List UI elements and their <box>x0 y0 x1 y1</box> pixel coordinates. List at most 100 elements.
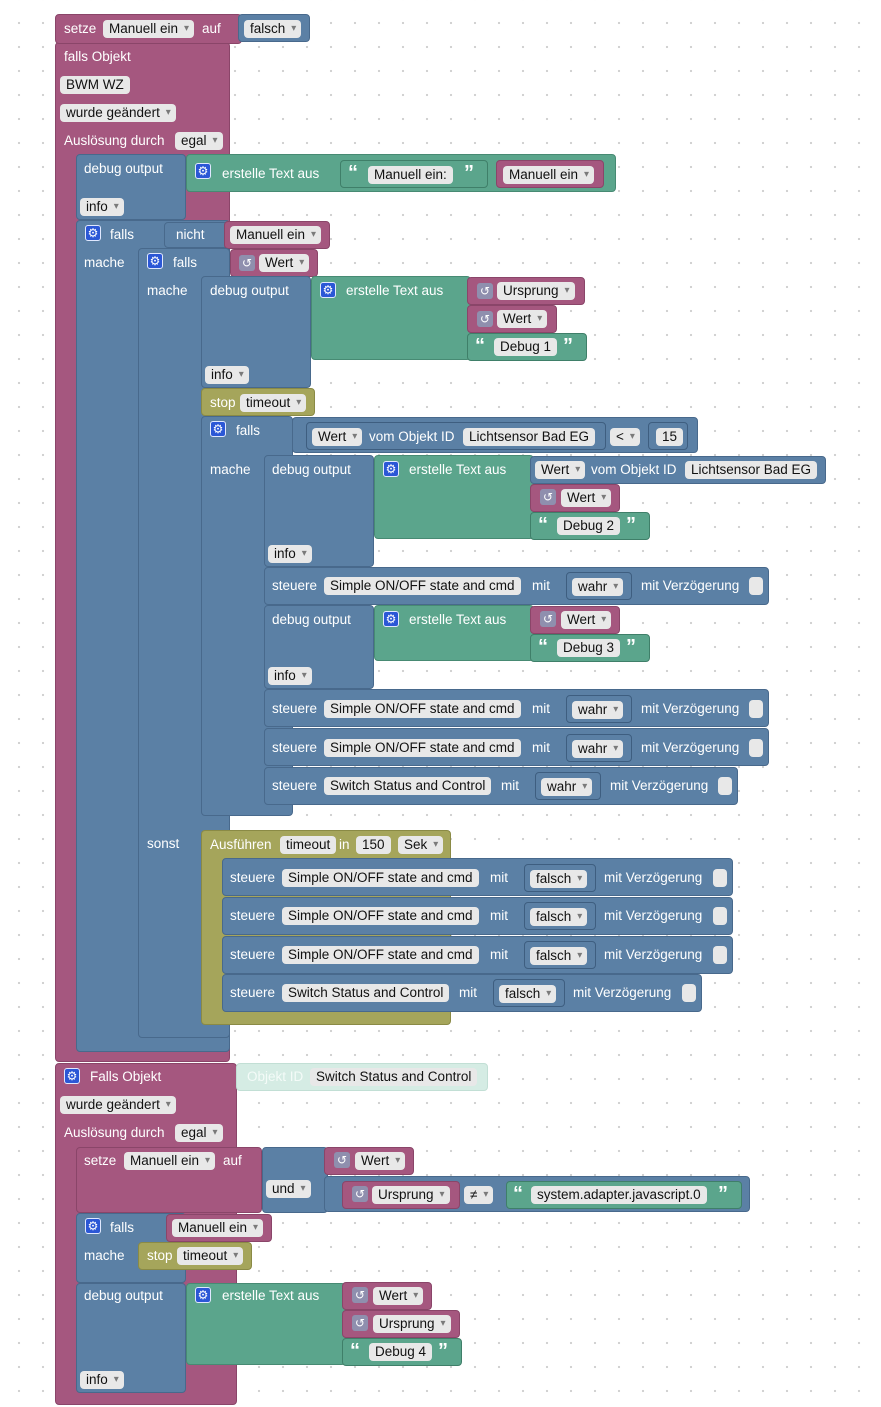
object-id-field[interactable]: Simple ON/OFF state and cmd <box>282 946 479 964</box>
operator-dropdown[interactable]: < <box>610 428 640 446</box>
object-id-field[interactable]: Switch Status and Control <box>324 777 492 795</box>
wert-dropdown[interactable]: Wert <box>355 1152 406 1170</box>
egal-dropdown[interactable]: egal <box>175 132 223 150</box>
timeout-name-field[interactable]: timeout <box>280 836 337 854</box>
delay-checkbox[interactable] <box>749 577 763 595</box>
text-join-block[interactable] <box>311 276 471 360</box>
object-id-field[interactable]: Simple ON/OFF state and cmd <box>324 739 521 757</box>
bool-dropdown[interactable]: wahr <box>572 578 624 596</box>
string-field[interactable]: Debug 2 <box>557 517 621 535</box>
gear-icon[interactable]: ⚙ <box>195 163 211 179</box>
object-id-field[interactable]: Simple ON/OFF state and cmd <box>282 869 479 887</box>
debug-output-label: debug output <box>272 462 351 477</box>
variable-dropdown[interactable]: Manuell ein <box>103 20 195 38</box>
bool-dropdown[interactable]: wahr <box>541 778 593 796</box>
quote-icon: “ <box>538 636 548 658</box>
info-dropdown[interactable]: info <box>205 366 249 384</box>
object-id-field[interactable]: Lichtsensor Bad EG <box>463 428 596 446</box>
steuere-label: steuere <box>272 778 318 793</box>
string-field[interactable]: Debug 3 <box>557 639 621 657</box>
mit-verzoegerung-label: mit Verzögerung <box>641 740 740 755</box>
steuere-label: steuere <box>230 908 276 923</box>
bool-dropdown[interactable]: falsch <box>499 985 557 1003</box>
delay-checkbox[interactable] <box>713 946 727 964</box>
return-arrow-icon: ↺ <box>239 255 255 271</box>
mit-verzoegerung-label: mit Verzögerung <box>604 870 703 885</box>
delay-checkbox[interactable] <box>718 777 732 795</box>
bool-dropdown[interactable]: falsch <box>530 947 588 965</box>
number-field[interactable]: 15 <box>656 428 684 446</box>
ursprung-dropdown[interactable]: Ursprung <box>372 1186 450 1204</box>
timeout-dropdown[interactable]: timeout <box>177 1247 244 1265</box>
gear-icon[interactable]: ⚙ <box>85 1218 101 1234</box>
info-dropdown[interactable]: info <box>80 1371 124 1389</box>
object-id-field[interactable]: Simple ON/OFF state and cmd <box>324 577 521 595</box>
quote-icon: ” <box>626 636 636 658</box>
return-arrow-icon: ↺ <box>352 1287 368 1303</box>
string-field[interactable]: Debug 4 <box>369 1343 433 1361</box>
variable-dropdown[interactable]: Manuell ein <box>230 226 322 244</box>
wert-dropdown[interactable]: Wert <box>561 489 612 507</box>
gear-icon[interactable]: ⚙ <box>383 461 399 477</box>
return-arrow-icon: ↺ <box>477 283 493 299</box>
wurde-geaendert-dropdown[interactable]: wurde geändert <box>60 1096 176 1114</box>
auf-label: auf <box>202 21 221 36</box>
gear-icon[interactable]: ⚙ <box>64 1068 80 1084</box>
string-field[interactable]: Manuell ein: <box>368 166 453 184</box>
timeout-dropdown[interactable]: timeout <box>240 394 307 412</box>
bool-dropdown[interactable]: falsch <box>244 20 302 38</box>
string-field[interactable]: Debug 1 <box>494 338 558 356</box>
variable-dropdown[interactable]: Manuell ein <box>503 166 595 184</box>
gear-icon[interactable]: ⚙ <box>85 225 101 241</box>
text-join-block[interactable] <box>186 1283 346 1365</box>
falls-objekt-label: Falls Objekt <box>90 1069 162 1084</box>
variable-dropdown[interactable]: Manuell ein <box>172 1219 264 1237</box>
text-join-block[interactable] <box>374 605 534 661</box>
variable-dropdown[interactable]: Manuell ein <box>124 1152 216 1170</box>
logic-operator-dropdown[interactable]: und <box>266 1180 311 1198</box>
delay-checkbox[interactable] <box>749 739 763 757</box>
delay-checkbox[interactable] <box>713 869 727 887</box>
bool-dropdown[interactable]: wahr <box>572 740 624 758</box>
quote-icon: “ <box>350 1340 360 1362</box>
object-id-field[interactable]: Simple ON/OFF state and cmd <box>324 700 521 718</box>
vom-objekt-label: vom Objekt ID <box>369 429 455 444</box>
gear-icon[interactable]: ⚙ <box>320 282 336 298</box>
delay-number-field[interactable]: 150 <box>356 836 391 854</box>
info-dropdown[interactable]: info <box>80 198 124 216</box>
delay-checkbox[interactable] <box>682 984 696 1002</box>
unit-dropdown[interactable]: Sek <box>398 836 444 854</box>
info-dropdown[interactable]: info <box>268 545 312 563</box>
egal-dropdown[interactable]: egal <box>175 1124 223 1142</box>
string-field[interactable]: system.adapter.javascript.0 <box>531 1186 707 1204</box>
wert-dropdown[interactable]: Wert <box>373 1287 424 1305</box>
not-block[interactable] <box>164 222 228 248</box>
delay-checkbox[interactable] <box>749 700 763 718</box>
wert-dropdown[interactable]: Wert <box>259 254 310 272</box>
wert-dropdown[interactable]: Wert <box>312 428 363 446</box>
info-dropdown[interactable]: info <box>268 667 312 685</box>
ursprung-dropdown[interactable]: Ursprung <box>497 282 575 300</box>
object-id-field[interactable]: Lichtsensor Bad EG <box>685 461 818 479</box>
wurde-geaendert-dropdown[interactable]: wurde geändert <box>60 104 176 122</box>
bool-dropdown[interactable]: wahr <box>572 701 624 719</box>
object-field-bwm[interactable]: BWM WZ <box>60 76 130 94</box>
mit-label: mit <box>501 778 519 793</box>
wert-dropdown[interactable]: Wert <box>535 461 586 479</box>
debug-output-label: debug output <box>272 612 351 627</box>
object-id-field[interactable]: Simple ON/OFF state and cmd <box>282 907 479 925</box>
string-block[interactable] <box>467 333 587 361</box>
bool-dropdown[interactable]: falsch <box>530 908 588 926</box>
operator-dropdown[interactable]: ≠ <box>464 1186 494 1204</box>
gear-icon[interactable]: ⚙ <box>147 253 163 269</box>
object-id-field[interactable]: Switch Status and Control <box>282 984 450 1002</box>
gear-icon[interactable]: ⚙ <box>210 421 226 437</box>
ursprung-dropdown[interactable]: Ursprung <box>373 1315 451 1333</box>
gear-icon[interactable]: ⚙ <box>195 1287 211 1303</box>
wert-dropdown[interactable]: Wert <box>497 310 548 328</box>
object-id-field[interactable]: Switch Status and Control <box>310 1068 478 1086</box>
wert-dropdown[interactable]: Wert <box>561 611 612 629</box>
gear-icon[interactable]: ⚙ <box>383 611 399 627</box>
bool-dropdown[interactable]: falsch <box>530 870 588 888</box>
delay-checkbox[interactable] <box>713 907 727 925</box>
